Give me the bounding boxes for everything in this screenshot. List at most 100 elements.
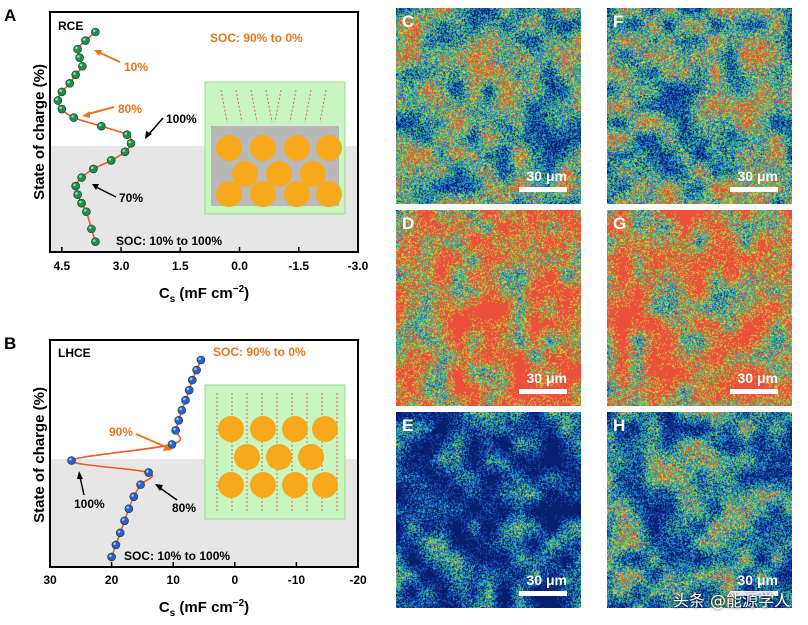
chart-a-data-point-highlight [98, 123, 102, 127]
chart-a-data-point-highlight [73, 72, 76, 75]
chart-a-annotation-soc-discharge: SOC: 90% to 0% [210, 31, 303, 45]
inset-a-field-line [289, 89, 297, 123]
chart-b-data-point [171, 426, 180, 435]
map-d-scale-bar [519, 389, 567, 394]
chart-a-annotation-70: 70% [119, 191, 143, 205]
chart-b-data-point [192, 365, 201, 375]
inset-b-particle [312, 416, 338, 442]
chart-b-data-point [196, 355, 206, 365]
map-e-scale-bar [519, 591, 567, 596]
chart-b-data-point [124, 504, 134, 514]
chart-b-annotation-soc-charge: SOC: 10% to 100% [124, 549, 230, 563]
inset-a-particle [216, 181, 242, 207]
chart-b-inset-schematic [204, 384, 346, 520]
chart-b-data-point-highlight [146, 470, 149, 473]
chart-a-data-point-highlight [59, 106, 62, 110]
inset-a-particle [284, 135, 310, 161]
map-c-image [396, 8, 581, 204]
chart-a-data-point-highlight [92, 239, 96, 242]
map-c: C 30 μm [396, 8, 581, 204]
map-h: H 30 μm [607, 412, 792, 608]
chart-a-data-point-highlight [122, 149, 126, 152]
map-g: G 30 μm [607, 210, 792, 406]
chart-a-data-point-highlight [108, 157, 112, 161]
chart-b-data-point [144, 468, 153, 477]
map-f-scale-label: 30 μm [737, 168, 778, 184]
map-f: F 30 μm [607, 8, 792, 204]
inset-b-particle [218, 472, 244, 498]
map-g-letter: G [613, 214, 627, 233]
chart-b-data-point-highlight [189, 377, 193, 381]
chart-a-x-tick-label: 4.5 [54, 259, 71, 273]
chart-a-inset-schematic [204, 81, 346, 215]
inset-b-particle [234, 444, 260, 470]
chart-a-data-point-highlight [59, 89, 62, 93]
map-g-scale-bar [730, 389, 778, 394]
chart-b-data-point-highlight [69, 458, 72, 461]
chart-a-frame [49, 11, 359, 253]
chart-b-data-point-highlight [198, 357, 202, 361]
chart-b-data-point [174, 415, 184, 425]
inset-a-particle [300, 161, 326, 187]
inset-a-field-line [265, 89, 273, 123]
chart-a-annotation-100: 100% [166, 112, 197, 126]
chart-a-data-point-highlight [79, 63, 83, 67]
chart-b-x-tick-label: 10 [167, 573, 181, 587]
chart-b-xlabel: Cs (mF cm−2) [159, 598, 249, 619]
chart-a-data-point-highlight [73, 183, 76, 187]
chart-b-annotation-80: 80% [172, 501, 196, 515]
map-f-letter: F [613, 12, 624, 31]
chart-a-annotation-soc-charge: SOC: 10% to 100% [116, 234, 222, 248]
inset-b-particle [250, 472, 276, 498]
chart-b-x-tick-label: 20 [105, 573, 119, 587]
chart-b-data-point [129, 492, 139, 501]
chart-b-data-point-highlight [176, 417, 179, 421]
chart-a-data-point-highlight [83, 38, 86, 41]
chart-a-data-point-highlight [90, 166, 94, 170]
chart-b-data-point [111, 540, 121, 550]
chart-a-x-tick-label: 3.0 [113, 259, 130, 273]
watermark: 头条 @能源学人 [672, 591, 790, 610]
map-d-scale-label: 30 μm [526, 370, 567, 386]
map-h-letter: H [613, 416, 626, 435]
map-d: D 30 μm [396, 210, 581, 406]
chart-b-lhce: 30 20 10 0 -10 -20 LHCE SOC: 90% to 0% 90% 10… [31, 339, 367, 619]
chart-a-data-point-highlight [83, 209, 87, 212]
chart-a-ylabel: State of charge (%) [31, 64, 48, 200]
chart-b-x-tick-label: -10 [288, 573, 306, 587]
chart-b-data-point [184, 385, 194, 395]
chart-b-data-point [177, 405, 187, 415]
inset-b-particle [218, 416, 244, 442]
chart-a-annotation-10: 10% [124, 60, 148, 74]
map-h-scale-bar [730, 591, 778, 596]
map-c-scale-label: 30 μm [526, 168, 567, 184]
inset-a-field-line [250, 89, 258, 123]
inset-b-particle [282, 472, 308, 498]
chart-a-annotation-80: 80% [118, 102, 142, 116]
chart-b-data-point-highlight [138, 482, 141, 485]
chart-a-data-point-highlight [79, 175, 82, 178]
panel-label-b: B [4, 334, 17, 353]
inset-b-particle [298, 444, 324, 470]
chart-a-xlabel: Cs (mF cm−2) [159, 284, 249, 305]
chart-b-data-point-highlight [131, 494, 134, 497]
map-e: E 30 μm [396, 412, 581, 608]
chart-b-x-tick-label: 0 [231, 573, 238, 587]
chart-a-data-point-highlight [79, 200, 82, 204]
panel-label-a: A [4, 6, 17, 25]
chart-b-data-point [181, 395, 190, 405]
chart-b-data-point [120, 516, 129, 526]
chart-a-data-point-highlight [77, 55, 80, 58]
chart-b-ylabel: State of charge (%) [31, 387, 48, 523]
map-h-image [607, 412, 792, 608]
map-g-image [607, 210, 792, 406]
chart-a-data-point-highlight [92, 29, 96, 33]
chart-b-data-point-highlight [173, 427, 176, 431]
chart-b-data-point-highlight [169, 441, 173, 445]
chart-a-data-point-highlight [75, 46, 78, 50]
chart-a-data-point-highlight [124, 132, 128, 135]
map-f-scale-bar [730, 187, 778, 192]
map-e-letter: E [402, 416, 414, 435]
chart-a-data-point-highlight [128, 140, 132, 144]
map-c-scale-bar [519, 187, 567, 192]
